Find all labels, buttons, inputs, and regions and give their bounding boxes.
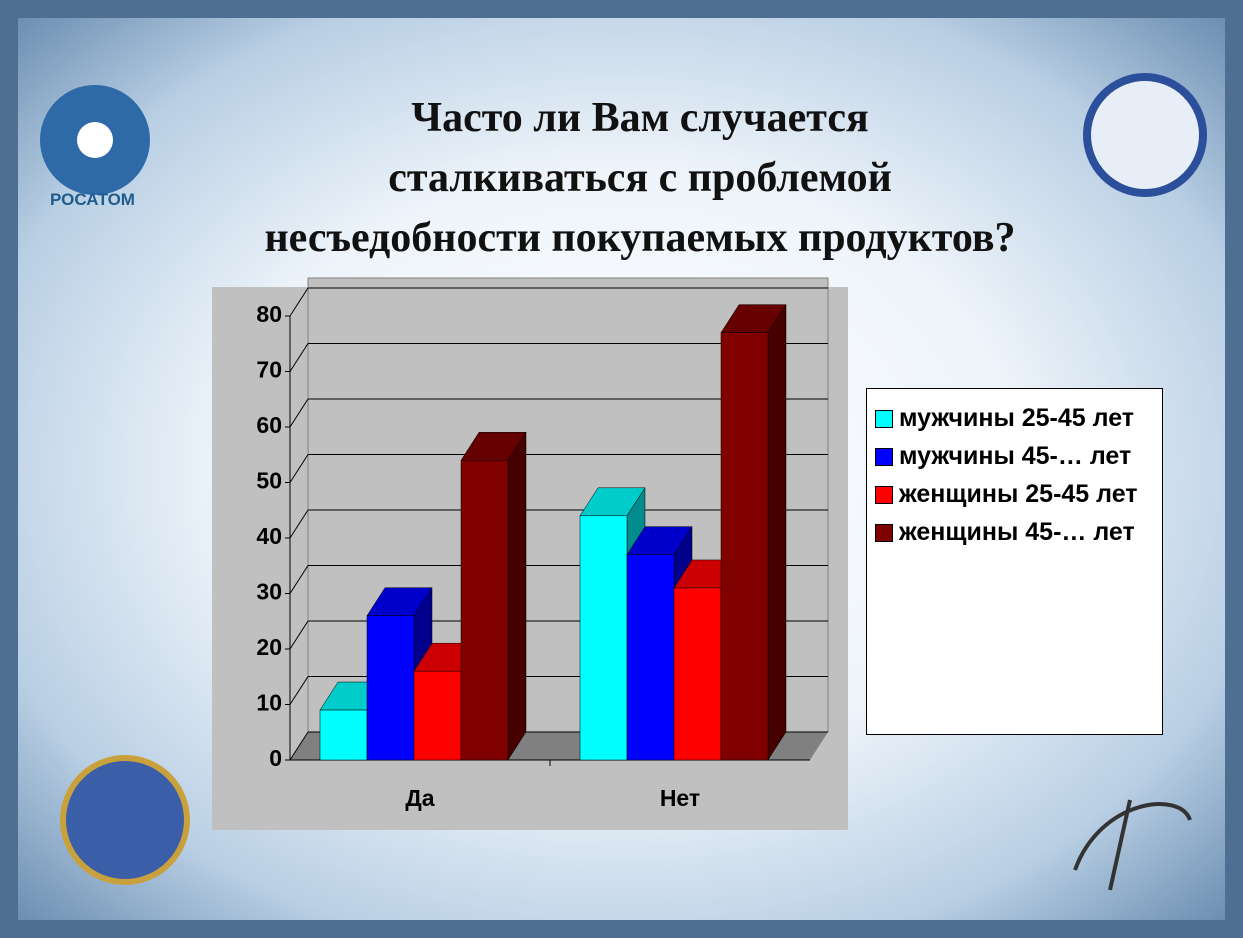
grid-line-side <box>289 565 309 594</box>
y-tick-label: 40 <box>256 523 282 549</box>
legend-swatch <box>875 410 893 428</box>
bar-side <box>507 431 527 761</box>
legend-label: женщины 45-… лет <box>899 518 1135 546</box>
legend-item: мужчины 25-45 лет <box>875 399 1154 437</box>
logo-rosatom-core <box>77 122 113 158</box>
y-tick-label: 0 <box>269 745 282 771</box>
grid-line-side <box>289 676 309 705</box>
bar <box>673 587 722 761</box>
x-tick-label: Нет <box>660 785 700 811</box>
grid-line-side <box>289 731 309 761</box>
bar <box>626 554 675 761</box>
grid-line-side <box>289 287 309 317</box>
bar <box>366 615 415 761</box>
logo-mifi <box>60 755 190 885</box>
grid-line-side <box>289 509 309 539</box>
legend-label: женщины 25-45 лет <box>899 480 1138 508</box>
grid-line-side <box>289 620 309 650</box>
y-tick-label: 50 <box>256 468 282 494</box>
logo-text: РОСАТОМ <box>50 190 135 209</box>
grid-line-side <box>289 398 309 428</box>
legend-item: женщины 45-… лет <box>875 513 1154 551</box>
bar-side <box>767 303 787 761</box>
legend: мужчины 25-45 лет мужчины 45-… лет женщины… <box>866 388 1163 735</box>
grid-line-side <box>289 454 309 483</box>
legend-label: мужчины 25-45 лет <box>899 404 1135 432</box>
legend-swatch <box>875 524 893 542</box>
bar <box>413 670 462 761</box>
y-tick-label: 30 <box>256 579 282 605</box>
grid-line-side <box>289 343 309 372</box>
logo-right <box>1083 73 1207 197</box>
bar <box>319 709 368 761</box>
legend-item: мужчины 45-… лет <box>875 437 1154 475</box>
legend-swatch <box>875 448 893 466</box>
y-tick-label: 20 <box>256 634 282 660</box>
legend-label: мужчины 45-… лет <box>899 442 1132 470</box>
bar <box>720 332 769 761</box>
y-tick-label: 70 <box>256 357 282 383</box>
legend-swatch <box>875 486 893 504</box>
y-tick-label: 10 <box>256 690 282 716</box>
logo-sarfti <box>1073 799 1192 891</box>
bar <box>579 515 628 761</box>
y-tick-label: 60 <box>256 412 282 438</box>
x-tick-label: Да <box>405 785 434 811</box>
legend-item: женщины 25-45 лет <box>875 475 1154 513</box>
y-tick-label: 80 <box>256 301 282 327</box>
bar <box>460 460 509 761</box>
chart-title: Часто ли Вам случается сталкиваться с пр… <box>264 95 1016 261</box>
